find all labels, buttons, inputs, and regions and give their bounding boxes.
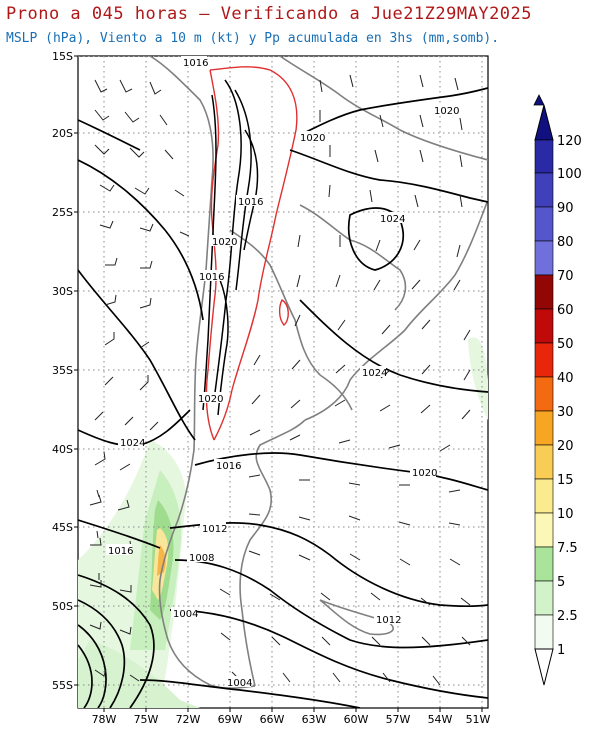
svg-text:63W: 63W <box>302 713 327 726</box>
svg-text:120: 120 <box>557 134 582 149</box>
svg-text:1: 1 <box>557 643 565 658</box>
svg-text:1020: 1020 <box>412 468 437 479</box>
svg-text:78W: 78W <box>92 713 117 726</box>
svg-text:1004: 1004 <box>227 678 252 689</box>
svg-text:51W: 51W <box>466 713 491 726</box>
svg-text:80: 80 <box>557 235 574 250</box>
wind-barbs <box>89 74 471 686</box>
svg-text:70: 70 <box>557 269 574 284</box>
svg-text:15S: 15S <box>52 50 73 63</box>
map-subtitle: MSLP (hPa), Viento a 10 m (kt) y Pp acum… <box>6 31 500 46</box>
svg-text:90: 90 <box>557 201 574 216</box>
svg-text:66W: 66W <box>260 713 285 726</box>
latitude-labels: 15S 20S 25S 30S 35S 40S 45S 50S 55S <box>52 50 73 692</box>
svg-text:1016: 1016 <box>199 272 224 283</box>
svg-text:20S: 20S <box>52 127 73 140</box>
svg-text:69W: 69W <box>218 713 243 726</box>
graticule <box>78 56 488 708</box>
longitude-labels: 78W 75W 72W 69W 66W 63W 60W 57W 54W 51W <box>92 713 491 726</box>
svg-text:1016: 1016 <box>108 546 133 557</box>
svg-text:7.5: 7.5 <box>557 541 578 556</box>
svg-text:1024: 1024 <box>362 368 387 379</box>
svg-text:1024: 1024 <box>380 214 405 225</box>
svg-text:72W: 72W <box>176 713 201 726</box>
isobar-labels: 1016 1020 1020 1016 1024 1020 1016 1024 … <box>106 56 459 689</box>
svg-text:5: 5 <box>557 575 565 590</box>
svg-text:40S: 40S <box>52 443 73 456</box>
svg-text:1016: 1016 <box>216 461 241 472</box>
svg-text:1012: 1012 <box>376 615 401 626</box>
svg-text:55S: 55S <box>52 679 73 692</box>
precip-colorbar: 120 100 90 80 70 60 50 40 30 20 15 10 7.… <box>533 94 582 686</box>
svg-text:1004: 1004 <box>173 609 198 620</box>
svg-text:25S: 25S <box>52 206 73 219</box>
svg-text:57W: 57W <box>386 713 411 726</box>
latitude-ticks <box>74 55 78 686</box>
svg-text:20: 20 <box>557 439 574 454</box>
svg-text:45S: 45S <box>52 521 73 534</box>
svg-text:75W: 75W <box>134 713 159 726</box>
svg-text:40: 40 <box>557 371 574 386</box>
svg-text:30: 30 <box>557 405 574 420</box>
longitude-ticks <box>103 708 483 712</box>
isobars <box>78 87 488 708</box>
svg-text:1016: 1016 <box>238 197 263 208</box>
svg-text:54W: 54W <box>428 713 453 726</box>
svg-text:1020: 1020 <box>300 133 325 144</box>
svg-text:1016: 1016 <box>183 58 208 69</box>
svg-text:100: 100 <box>557 167 582 182</box>
svg-text:1020: 1020 <box>212 237 237 248</box>
colorbar-top-arrow <box>533 94 545 106</box>
svg-text:50: 50 <box>557 337 574 352</box>
svg-text:60W: 60W <box>344 713 369 726</box>
svg-text:1012: 1012 <box>202 524 227 535</box>
coastlines <box>149 56 488 689</box>
topography-contours <box>205 66 298 441</box>
svg-text:60: 60 <box>557 303 574 318</box>
svg-text:1024: 1024 <box>120 438 145 449</box>
svg-text:15: 15 <box>557 473 574 488</box>
svg-text:1008: 1008 <box>189 553 214 564</box>
map-title: Prono a 045 horas — Verificando a Jue21Z… <box>6 4 533 24</box>
svg-text:1020: 1020 <box>434 106 459 117</box>
svg-text:35S: 35S <box>52 364 73 377</box>
svg-text:30S: 30S <box>52 285 73 298</box>
svg-text:1020: 1020 <box>198 394 223 405</box>
svg-text:2.5: 2.5 <box>557 609 578 624</box>
svg-text:50S: 50S <box>52 600 73 613</box>
svg-text:10: 10 <box>557 507 574 522</box>
